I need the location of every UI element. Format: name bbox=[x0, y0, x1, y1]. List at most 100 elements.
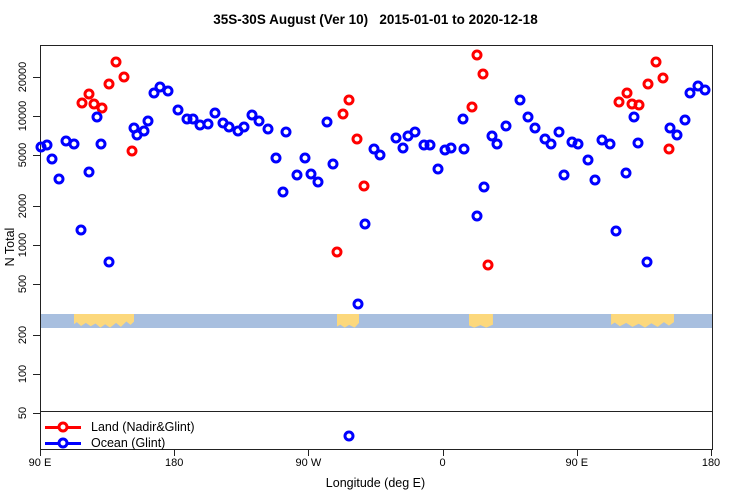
x-tick bbox=[40, 449, 41, 456]
ocean-data-point bbox=[458, 143, 470, 155]
ocean-data-point bbox=[671, 129, 683, 141]
ocean-data-point bbox=[500, 120, 512, 132]
ocean-data-point bbox=[491, 138, 503, 150]
land-legend-marker bbox=[45, 421, 81, 433]
y-tick-label: 100 bbox=[17, 364, 29, 384]
y-tick bbox=[33, 412, 40, 414]
x-axis-title: Longitude (deg E) bbox=[325, 476, 426, 490]
ocean-data-point bbox=[620, 167, 632, 179]
ocean-data-point bbox=[253, 115, 265, 127]
ocean-data-point bbox=[553, 126, 565, 138]
ocean-data-point bbox=[83, 166, 95, 178]
land-data-point bbox=[621, 87, 633, 99]
ocean-data-point bbox=[424, 139, 436, 151]
land-data-point bbox=[103, 78, 115, 90]
y-tick bbox=[33, 283, 40, 285]
ocean-data-point bbox=[277, 186, 289, 198]
y-tick bbox=[33, 77, 40, 78]
land-data-point bbox=[76, 97, 88, 109]
y-tick-label: 500 bbox=[17, 274, 29, 293]
land-data-point bbox=[343, 94, 355, 106]
ocean-data-point bbox=[664, 122, 676, 134]
ocean-data-point bbox=[187, 113, 199, 125]
x-tick-label: 90 E bbox=[28, 457, 52, 469]
land-data-point bbox=[466, 101, 478, 113]
ocean-data-point bbox=[359, 218, 371, 230]
ocean-data-point bbox=[46, 153, 58, 165]
y-tick-label: 1000 bbox=[17, 232, 29, 258]
ocean-data-point bbox=[95, 138, 107, 150]
ocean-data-point bbox=[699, 84, 711, 96]
ocean-data-point bbox=[604, 138, 616, 150]
plot-area: Land (Nadir&Glint) Ocean (Glint) bbox=[35, 45, 713, 451]
y-tick-label: 2000 bbox=[17, 193, 29, 219]
y-tick bbox=[33, 206, 40, 208]
ocean-data-point bbox=[280, 126, 292, 138]
x-tick bbox=[576, 449, 578, 456]
x-tick bbox=[442, 449, 444, 456]
ocean-data-point bbox=[558, 169, 570, 181]
ocean-data-point bbox=[628, 111, 640, 123]
land-data-point bbox=[471, 49, 483, 61]
ocean-data-point bbox=[397, 142, 409, 154]
ocean-data-point bbox=[368, 143, 380, 155]
ocean-data-point bbox=[514, 94, 526, 106]
legend-item-land: Land (Nadir&Glint) bbox=[45, 419, 195, 435]
x-tick bbox=[308, 449, 310, 456]
x-tick-label: 180 bbox=[701, 457, 721, 469]
ocean-data-point bbox=[610, 225, 622, 237]
chart-title: 35S-30S August (Ver 10) 2015-01-01 to 20… bbox=[213, 12, 538, 27]
y-tick bbox=[33, 374, 40, 376]
ocean-data-point bbox=[91, 111, 103, 123]
y-tick bbox=[33, 335, 40, 337]
legend-item-ocean: Ocean (Glint) bbox=[45, 435, 165, 451]
ocean-data-point bbox=[103, 256, 115, 268]
ocean-data-point bbox=[53, 173, 65, 185]
ocean-data-point bbox=[202, 118, 214, 130]
ocean-data-point bbox=[312, 176, 324, 188]
ocean-data-point bbox=[641, 256, 653, 268]
ocean-data-point bbox=[679, 114, 691, 126]
land-data-point bbox=[477, 68, 489, 80]
y-axis-title: N Total bbox=[3, 227, 17, 267]
land-patch bbox=[336, 314, 360, 328]
ocean-data-point bbox=[352, 298, 364, 310]
ocean-data-point bbox=[138, 125, 150, 137]
ocean-data-point bbox=[572, 138, 584, 150]
ocean-data-point bbox=[582, 154, 594, 166]
ocean-data-point bbox=[172, 104, 184, 116]
land-data-point bbox=[633, 99, 645, 111]
ocean-data-point bbox=[457, 113, 469, 125]
land-data-point bbox=[118, 71, 130, 83]
ocean-data-point bbox=[148, 87, 160, 99]
ocean-data-point bbox=[684, 87, 696, 99]
ocean-data-point bbox=[529, 122, 541, 134]
y-tick bbox=[33, 244, 40, 246]
ocean-data-point bbox=[432, 163, 444, 175]
land-data-point bbox=[650, 56, 662, 68]
ocean-data-point bbox=[209, 107, 221, 119]
x-tick-label: 0 bbox=[439, 457, 446, 469]
land-data-point bbox=[663, 143, 675, 155]
x-tick bbox=[711, 449, 712, 456]
x-tick-label: 90 W bbox=[295, 457, 322, 469]
y-tick-label: 200 bbox=[17, 326, 29, 345]
land-circle-icon bbox=[57, 421, 69, 433]
ocean-data-point bbox=[262, 123, 274, 135]
ocean-data-point bbox=[321, 116, 333, 128]
ocean-data-point bbox=[545, 138, 557, 150]
ocean-data-point bbox=[142, 115, 154, 127]
ocean-data-point bbox=[522, 111, 534, 123]
land-data-point bbox=[96, 102, 108, 114]
land-data-point bbox=[351, 133, 363, 145]
land-data-point bbox=[657, 72, 669, 84]
ocean-data-point bbox=[270, 152, 282, 164]
ocean-data-point bbox=[589, 174, 601, 186]
land-data-point bbox=[482, 259, 494, 271]
x-tick-label: 90 E bbox=[565, 457, 589, 469]
land-patch bbox=[73, 314, 135, 328]
ocean-data-point bbox=[343, 430, 355, 442]
y-tick-label: 5000 bbox=[17, 142, 29, 167]
ocean-data-point bbox=[390, 132, 402, 144]
